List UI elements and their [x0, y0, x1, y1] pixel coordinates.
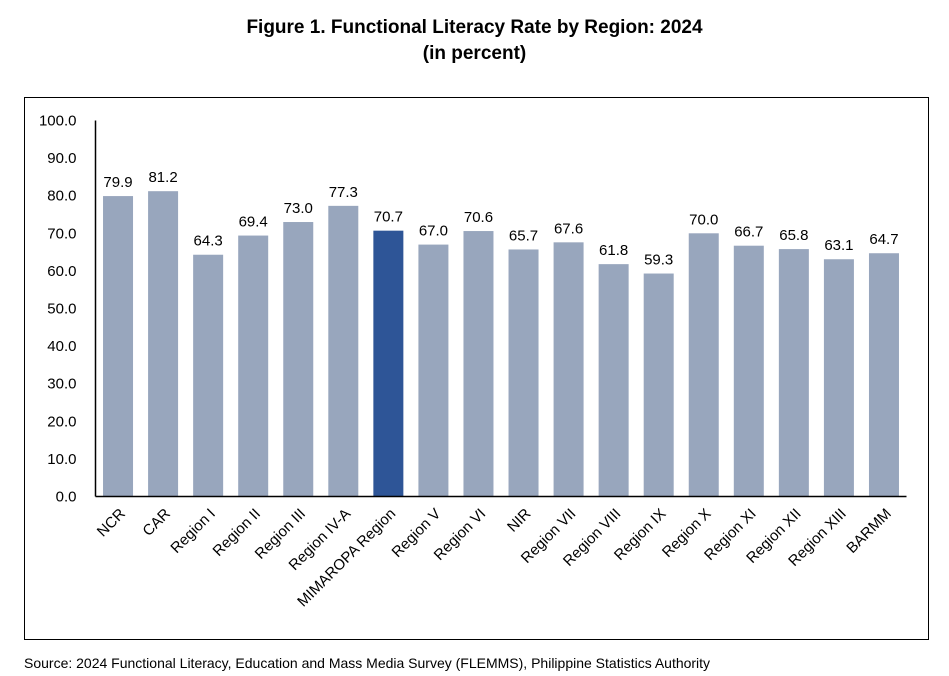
data-label: 64.7 — [869, 231, 898, 248]
bar — [778, 249, 809, 497]
y-tick-label: 20.0 — [47, 413, 76, 430]
data-label: 81.2 — [148, 169, 177, 186]
bar — [328, 205, 359, 497]
data-label: 65.8 — [779, 227, 808, 244]
x-tick-label: NIR — [504, 505, 534, 535]
y-tick-label: 100.0 — [39, 113, 77, 130]
y-tick-label: 90.0 — [47, 150, 76, 167]
bar — [688, 233, 719, 497]
data-label: 67.6 — [554, 220, 583, 237]
bar — [283, 222, 314, 497]
bar — [373, 230, 404, 497]
data-label: 64.3 — [194, 233, 223, 250]
bar — [733, 245, 764, 497]
data-label: 69.4 — [239, 214, 268, 231]
data-label: 67.0 — [419, 223, 448, 240]
y-tick-label: 80.0 — [47, 188, 76, 205]
data-label: 70.6 — [464, 209, 493, 226]
y-tick-label: 50.0 — [47, 301, 76, 318]
y-tick-label: 30.0 — [47, 376, 76, 393]
y-tick-label: 40.0 — [47, 338, 76, 355]
x-tick-label: BARMM — [843, 505, 895, 557]
data-label: 66.7 — [734, 224, 763, 241]
x-tick-label: CAR — [139, 505, 174, 540]
bar — [598, 264, 629, 497]
bar — [508, 249, 539, 497]
bar — [238, 235, 269, 497]
data-label: 79.9 — [103, 174, 132, 191]
y-tick-label: 0.0 — [56, 489, 77, 506]
bar — [418, 244, 449, 497]
data-label: 77.3 — [329, 184, 358, 201]
bar-chart: 0.0 10.0 20.0 30.0 40.0 50.0 60.0 70.0 80.0 90.0 1… — [39, 113, 907, 610]
data-label: 63.1 — [824, 237, 853, 254]
bar — [148, 191, 179, 497]
data-label: 59.3 — [644, 252, 673, 269]
bar — [193, 254, 224, 497]
data-label: 70.0 — [689, 211, 718, 228]
y-tick-label: 10.0 — [47, 451, 76, 468]
y-tick-label: 60.0 — [47, 263, 76, 280]
bar — [103, 196, 134, 497]
bar — [643, 273, 674, 497]
chart-subtitle: (in percent) — [422, 43, 527, 64]
data-label: 61.8 — [599, 242, 628, 259]
data-label: 73.0 — [284, 200, 313, 217]
bar — [463, 231, 494, 497]
bar — [868, 253, 899, 497]
chart-title: Figure 1. Functional Literacy Rate by Re… — [246, 17, 703, 38]
y-tick-label: 70.0 — [47, 225, 76, 242]
data-label: 70.7 — [374, 209, 403, 226]
bar — [823, 259, 854, 497]
chart-frame: 0.0 10.0 20.0 30.0 40.0 50.0 60.0 70.0 80.0 90.0 1… — [24, 97, 929, 640]
data-label: 65.7 — [509, 227, 538, 244]
x-tick-label: NCR — [94, 505, 129, 540]
bar — [553, 242, 584, 497]
source-note: Source: 2024 Functional Literacy, Educat… — [24, 655, 711, 671]
